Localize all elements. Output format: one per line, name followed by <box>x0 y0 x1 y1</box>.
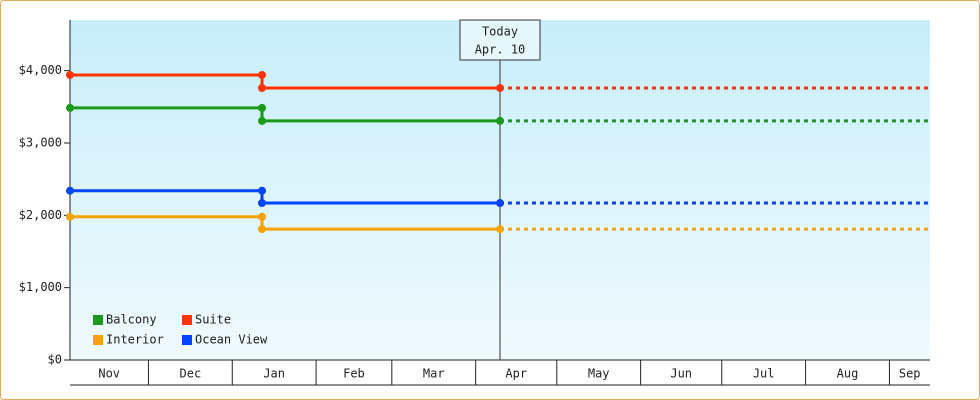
y-tick-label: $2,000 <box>19 208 62 222</box>
y-tick-label: $3,000 <box>19 135 62 149</box>
x-tick-label: Feb <box>343 367 365 381</box>
point <box>66 70 74 79</box>
point <box>258 103 267 112</box>
point <box>258 70 267 79</box>
x-tick-label: Nov <box>98 367 120 381</box>
x-tick-label: Jul <box>753 367 775 381</box>
legend-label: Ocean View <box>195 333 268 347</box>
legend-label: Balcony <box>106 313 157 327</box>
point <box>258 212 267 221</box>
point <box>258 116 267 125</box>
point <box>66 212 74 221</box>
point <box>496 225 504 234</box>
point <box>258 186 267 195</box>
x-tick-label: Mar <box>423 367 445 381</box>
x-tick-label: Jun <box>670 367 692 381</box>
point <box>66 186 74 195</box>
series-line <box>70 189 500 205</box>
legend-swatch <box>182 315 192 325</box>
point <box>258 225 267 234</box>
today-label: Apr. 10 <box>475 43 526 57</box>
x-tick-label: Aug <box>837 367 859 381</box>
point <box>258 84 267 92</box>
legend-swatch <box>182 335 192 345</box>
point <box>496 199 504 208</box>
today-box <box>459 19 541 61</box>
series-line <box>70 106 500 123</box>
x-tick-label: Apr <box>505 367 527 381</box>
y-tick-label: $0 <box>48 353 62 367</box>
legend-label: Suite <box>195 313 231 327</box>
legend-swatch <box>93 335 103 345</box>
point <box>66 103 74 112</box>
x-tick-label: Sep <box>899 367 921 381</box>
today-label: Today <box>482 25 518 39</box>
legend-swatch <box>93 315 103 325</box>
x-tick-label: May <box>588 367 610 381</box>
series-line <box>70 73 500 90</box>
y-tick-label: $4,000 <box>19 63 62 77</box>
x-tick-label: Dec <box>180 367 202 381</box>
point <box>496 84 504 92</box>
point <box>496 116 504 125</box>
point <box>258 199 267 208</box>
legend-label: Interior <box>106 333 164 347</box>
x-tick-label: Jan <box>263 367 285 381</box>
y-tick-label: $1,000 <box>19 280 62 294</box>
series-line <box>70 215 500 231</box>
